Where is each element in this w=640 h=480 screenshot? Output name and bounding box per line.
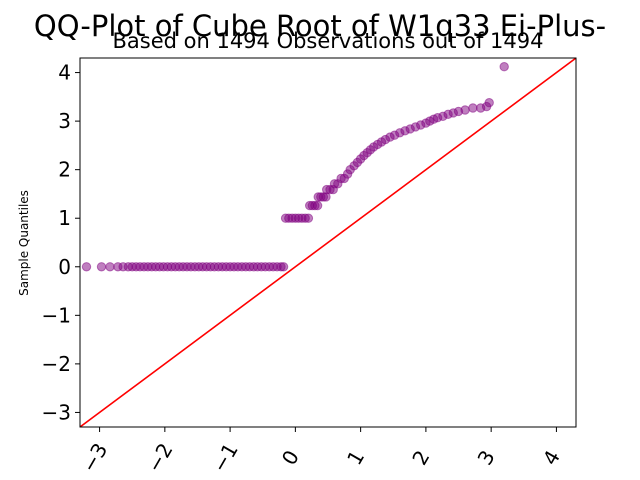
data-point [312,200,323,211]
chart-title: QQ-Plot of Cube Root of W1q33 Ei-Plus- [34,9,606,43]
plot-frame [79,57,577,428]
data-point [484,98,494,108]
plot-area: −3 −2 −1 0 1 2 3 4 −3 −2 −1 0 1 2 3 4 [42,57,577,477]
data-point [96,262,107,272]
data-point [460,105,470,115]
y-tick-label: −2 [42,352,71,376]
data-point [105,262,115,272]
x-tick-label: −3 [77,439,113,477]
x-tick-label: −1 [207,439,243,477]
data-point [499,61,509,72]
x-tick-label: 2 [407,446,434,469]
y-tick-label: 1 [58,206,71,230]
data-point [278,262,289,272]
y-tick-label: 4 [58,61,71,85]
data-point [468,103,478,113]
data-point [303,213,314,223]
x-tick-label: 3 [473,446,500,469]
y-tick-label: 2 [58,158,71,182]
x-tick-label: 0 [277,446,304,469]
data-point [81,262,92,272]
y-tick-label: −3 [42,400,71,424]
y-tick-label: 0 [58,255,71,279]
y-axis-label: Sample Quantiles [17,190,31,296]
y-tick-label: −1 [42,303,71,327]
reference-line [80,58,576,427]
x-tick-label: 4 [538,446,565,469]
chart-subtitle: Based on 1494 Observations out of 1494 [112,29,543,53]
x-tick-label: 1 [342,446,369,469]
data-points [81,61,509,272]
x-tick-label: −2 [142,439,178,477]
y-tick-label: 3 [58,109,71,133]
